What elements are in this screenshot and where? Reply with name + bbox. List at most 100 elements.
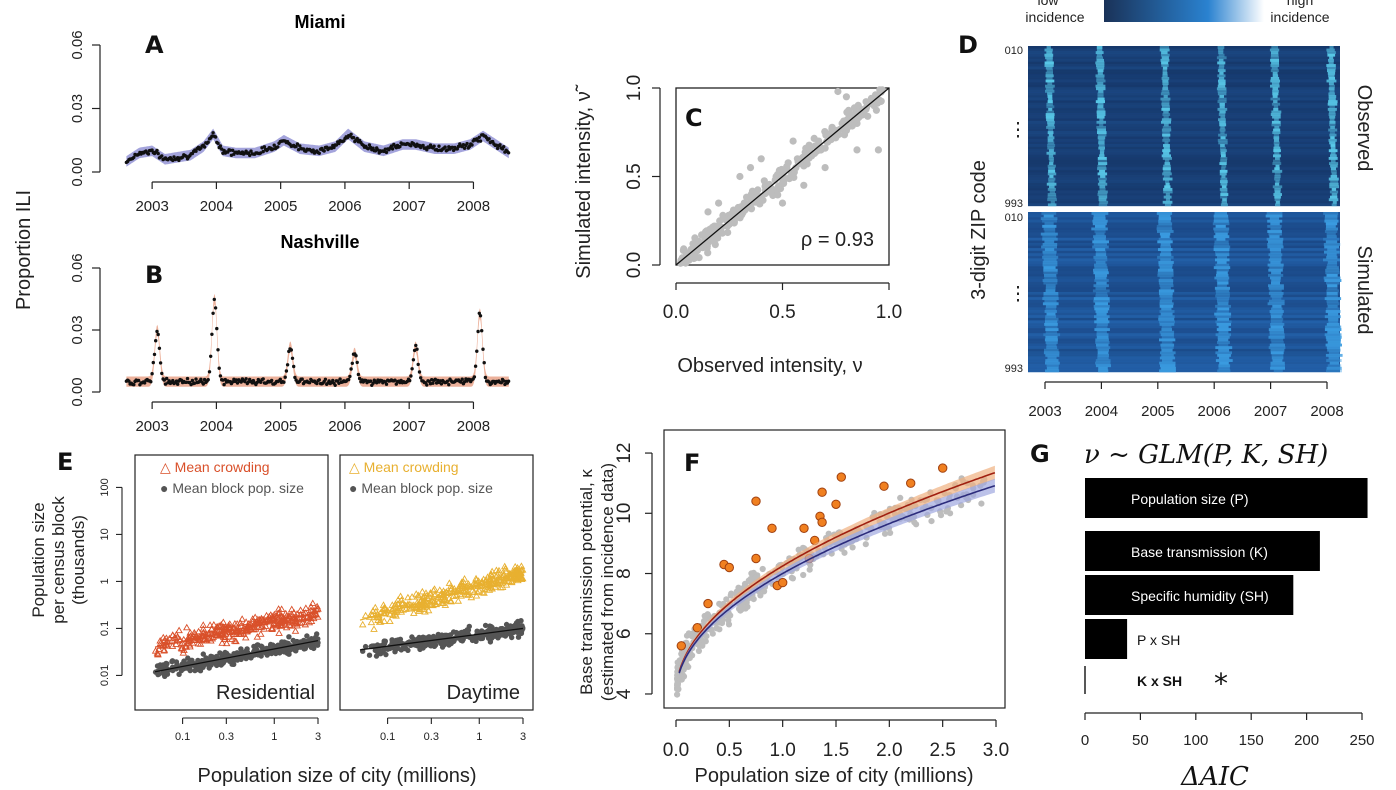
data-point	[209, 354, 213, 358]
heatmap-peak-cell	[1042, 263, 1058, 267]
data-point	[146, 152, 151, 156]
heatmap-peak-cell	[1165, 182, 1170, 186]
heatmap-row	[1028, 369, 1340, 373]
heatmap-peak-cell	[1323, 237, 1339, 241]
x-tick-label: 3.0	[983, 740, 1009, 761]
heatmap-peak-cell	[1268, 240, 1283, 244]
heatmap-peak-cell	[1220, 146, 1226, 150]
data-point	[234, 378, 238, 382]
panel-label-e: E	[57, 448, 73, 476]
heatmap-peak-cell	[1047, 146, 1055, 150]
heatmap-peak-cell	[1096, 330, 1107, 334]
heatmap-peak-cell	[1158, 289, 1175, 293]
heatmap-peak-cell	[1271, 123, 1281, 127]
heatmap-row	[1028, 141, 1340, 145]
scatter-point	[754, 186, 762, 194]
heatmap-peak-cell	[1043, 292, 1059, 295]
data-point	[199, 377, 203, 381]
crowding-point	[497, 583, 505, 591]
data-point	[295, 142, 300, 146]
heatmap-peak-cell	[1043, 351, 1060, 355]
data-point	[439, 382, 444, 386]
data-point	[201, 382, 205, 386]
crowding-point	[404, 601, 412, 609]
heatmap-peak-cell	[1095, 51, 1104, 55]
x-tick-label: 2004	[1085, 403, 1118, 420]
heatmap-peak-cell	[1159, 356, 1176, 360]
scatter-point	[871, 97, 879, 105]
heatmap-peak-cell	[1271, 315, 1282, 319]
heatmap-peak-cell	[1275, 203, 1281, 207]
crowding-point	[268, 612, 276, 620]
heatmap-peak-cell	[1049, 190, 1055, 194]
crowding-point	[368, 611, 377, 618]
block-point	[380, 647, 387, 653]
heatmap-row	[1028, 248, 1340, 252]
data-point	[150, 372, 154, 376]
heatmap-peak-cell	[1095, 294, 1108, 298]
block-point	[292, 647, 298, 653]
heatmap-peak-cell	[1220, 193, 1229, 196]
heatmap-peak-cell	[1270, 64, 1280, 67]
heatmap-peak-cell	[1325, 268, 1340, 272]
heatmap-peak-cell	[1271, 51, 1279, 55]
heatmap-peak-cell	[1099, 187, 1106, 191]
scatter-point	[855, 110, 863, 118]
heatmap-peak-cell	[1323, 212, 1339, 215]
heatmap-peak-cell	[1329, 84, 1335, 88]
city-point	[747, 575, 754, 583]
heatmap-peak-cell	[1162, 74, 1168, 78]
heatmap-row	[1028, 151, 1340, 155]
heatmap-peak-cell	[1217, 369, 1231, 373]
ylabel-c: Simulated intensity, ν̃	[573, 84, 595, 278]
heatmap-peak-cell	[1218, 325, 1229, 329]
crowding-point	[262, 611, 271, 619]
heatmap-peak-cell	[1163, 164, 1171, 168]
crowding-point	[404, 593, 412, 601]
crowding-point	[457, 592, 465, 599]
heatmap-row	[1028, 273, 1340, 277]
heatmap-peak-cell	[1159, 299, 1173, 303]
heatmap-row	[1028, 167, 1340, 171]
heatmap-peak-cell	[1270, 364, 1285, 368]
heatmap-peak-cell	[1092, 240, 1109, 244]
heatmap-peak-cell	[1042, 302, 1059, 306]
data-point	[290, 356, 295, 360]
crowding-point	[501, 564, 510, 572]
heatmap-peak-cell	[1162, 84, 1168, 88]
heatmap-peak-cell	[1159, 253, 1172, 257]
fit-band	[126, 293, 509, 387]
scatter-point	[872, 106, 881, 114]
heatmap-peak-cell	[1215, 333, 1231, 337]
heatmap-peak-cell	[1215, 224, 1226, 228]
heatmap-peak-cell	[1219, 169, 1228, 173]
crowding-point	[454, 584, 463, 591]
x-tick-label: 2005	[264, 418, 297, 435]
heatmap-row	[1028, 182, 1340, 186]
heatmap-row	[1028, 100, 1340, 104]
heatmap-peak-cell	[1220, 195, 1228, 199]
title-nashville: Nashville	[280, 232, 359, 252]
crowding-point	[372, 613, 381, 621]
fit-curve	[678, 484, 996, 674]
heatmap-peak-cell	[1045, 115, 1055, 119]
heatmap-peak-cell	[1220, 159, 1227, 163]
heatmap-peak-cell	[1267, 219, 1283, 223]
xlabel-c: Observed intensity, ν	[677, 355, 862, 377]
heatmap-row	[1028, 169, 1340, 173]
scatter-point	[680, 245, 688, 253]
heatmap-peak-cell	[1097, 353, 1109, 357]
scatter-point	[789, 137, 797, 145]
heatmap-row	[1028, 105, 1340, 109]
heatmap-peak-cell	[1218, 48, 1224, 52]
heatmap-peak-cell	[1047, 82, 1053, 86]
heatmap-peak-cell	[1215, 250, 1230, 254]
heatmap-peak-cell	[1328, 138, 1337, 142]
scatter-point	[718, 229, 726, 237]
heatmap-row	[1028, 219, 1340, 223]
heatmap-peak-cell	[1213, 235, 1230, 239]
heatmap-peak-cell	[1327, 51, 1336, 55]
heatmap-peak-cell	[1162, 149, 1171, 153]
heatmap-peak-cell	[1095, 310, 1108, 313]
city-point	[674, 680, 681, 687]
